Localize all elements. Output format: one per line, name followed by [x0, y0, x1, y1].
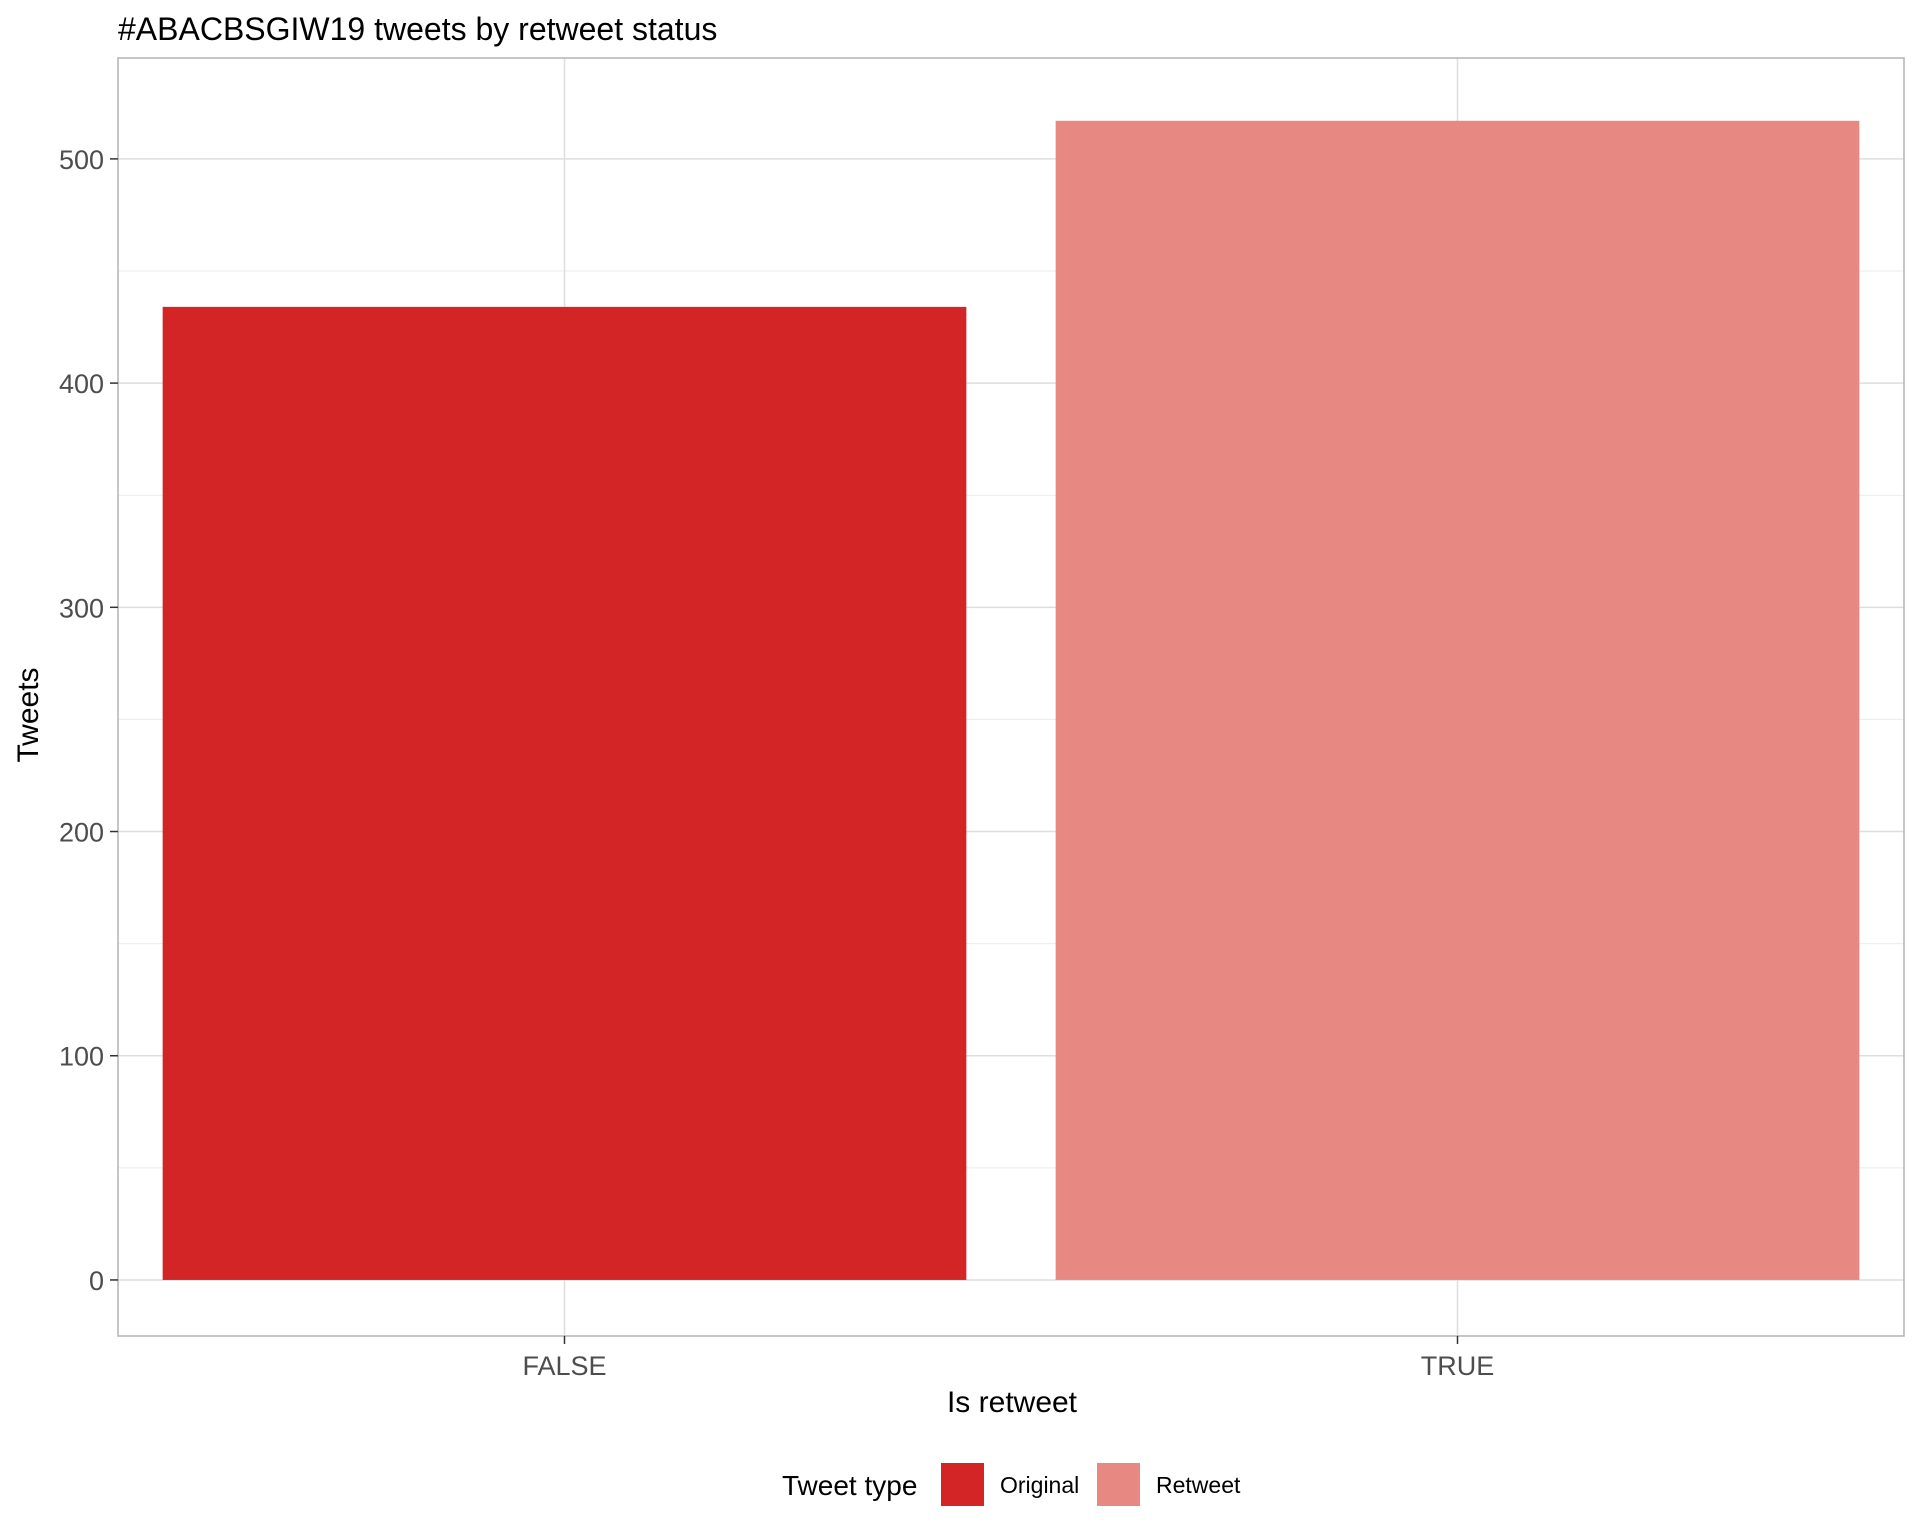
legend-title: Tweet type — [782, 1470, 917, 1501]
x-tick-label: FALSE — [522, 1351, 606, 1381]
x-axis-title: Is retweet — [947, 1386, 1078, 1419]
axis-ticks: 0 100 200 300 400 500 FALSE TRUE — [59, 145, 1494, 1381]
y-tick-label: 0 — [89, 1266, 104, 1296]
y-tick-label: 100 — [59, 1042, 104, 1072]
legend: Tweet type Original Retweet — [782, 1463, 1241, 1506]
legend-label-original: Original — [1000, 1472, 1079, 1498]
legend-label-retweet: Retweet — [1156, 1472, 1241, 1498]
bar-false — [162, 306, 967, 1280]
y-axis-title: Tweets — [12, 667, 45, 762]
y-tick-label: 200 — [59, 818, 104, 848]
plot-border — [117, 57, 1905, 1337]
chart-title: #ABACBSGIW19 tweets by retweet status — [118, 11, 717, 47]
legend-key-original — [941, 1463, 984, 1506]
bars — [162, 120, 1860, 1280]
x-tick-label: TRUE — [1421, 1351, 1495, 1381]
y-tick-label: 400 — [59, 369, 104, 399]
bar-true — [1055, 120, 1860, 1280]
legend-key-retweet — [1097, 1463, 1140, 1506]
y-tick-label: 500 — [59, 145, 104, 175]
y-tick-label: 300 — [59, 593, 104, 623]
